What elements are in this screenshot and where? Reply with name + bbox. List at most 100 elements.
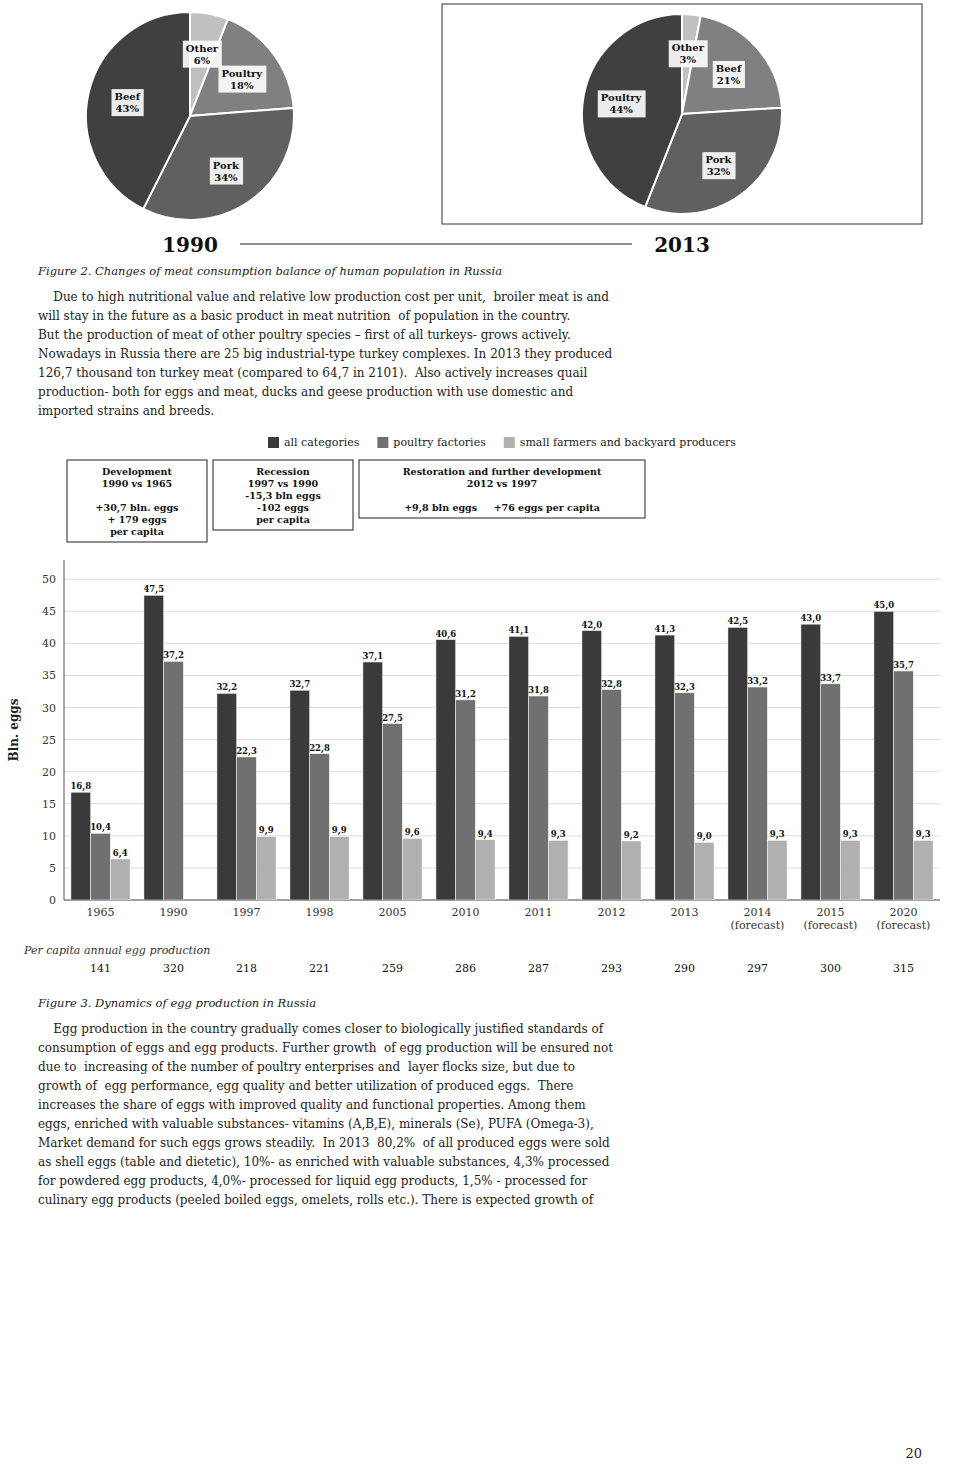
annotation: Development1990 vs 1965+30,7 bln. eggs+ … xyxy=(67,460,207,542)
bar-value-label: 47,5 xyxy=(143,584,164,595)
bar-value-label: 9,3 xyxy=(770,829,785,840)
bar-value-label: 32,8 xyxy=(601,679,622,690)
slice-value: 6% xyxy=(194,55,211,66)
x-tick-label: 1965 xyxy=(87,906,115,919)
slice-value: 34% xyxy=(214,172,238,183)
bar-value-label: 6,4 xyxy=(113,848,128,859)
bar-value-label: 27,5 xyxy=(382,713,403,724)
bar xyxy=(91,833,111,900)
bar xyxy=(256,836,276,900)
annotation-line: 1997 vs 1990 xyxy=(248,478,319,489)
per-capita-value: 300 xyxy=(820,962,841,975)
pie-panel: Other6%Poultry18%Pork34%Beef43%1990Other… xyxy=(0,0,960,262)
bar xyxy=(144,595,164,900)
pie-title: 2013 xyxy=(654,233,710,257)
annotation: Recession1997 vs 1990-15,3 bln eggs-102 … xyxy=(213,460,353,530)
per-capita-value: 141 xyxy=(90,962,111,975)
x-tick-label: 1998 xyxy=(306,906,334,919)
bar xyxy=(913,840,933,900)
bar xyxy=(582,631,602,900)
y-tick-label: 15 xyxy=(42,798,56,811)
bar xyxy=(383,724,403,900)
per-capita-value: 221 xyxy=(309,962,330,975)
bars xyxy=(71,595,933,900)
slice-category: Beef xyxy=(716,63,742,74)
x-tick-line: (forecast) xyxy=(804,919,858,932)
slice-label-text: Beef21% xyxy=(716,63,742,86)
bar xyxy=(675,693,695,900)
pie-slices xyxy=(582,14,782,214)
slice-label-text: Beef43% xyxy=(115,91,141,114)
per-capita-value: 259 xyxy=(382,962,403,975)
slice-category: Beef xyxy=(115,91,141,102)
x-tick-line: 1990 xyxy=(160,906,188,919)
annotation-box xyxy=(67,460,207,542)
pie-title: 1990 xyxy=(162,233,218,257)
slice-label-text: Poultry18% xyxy=(221,68,263,91)
slice-label-bg xyxy=(183,41,222,68)
annotation-line: per capita xyxy=(110,526,164,537)
legend-label: poultry factories xyxy=(393,436,486,449)
slice-category: Pork xyxy=(705,154,732,165)
slice-label-bg xyxy=(702,152,735,179)
y-tick-label: 30 xyxy=(42,702,56,715)
slice-label-bg xyxy=(598,90,646,117)
bar xyxy=(290,690,310,900)
legend-item: poultry factories xyxy=(377,436,486,449)
pie-slice xyxy=(86,12,190,209)
bar-value-label: 22,8 xyxy=(309,743,330,754)
annotation-line: Development xyxy=(102,466,172,477)
legend-swatch xyxy=(268,437,279,448)
bar xyxy=(110,859,130,900)
x-tick-line: 2010 xyxy=(452,906,480,919)
bar xyxy=(840,840,860,900)
bar xyxy=(801,624,821,900)
slice-label: Pork32% xyxy=(702,152,735,179)
bar xyxy=(363,662,383,900)
slice-label: Other6% xyxy=(183,41,222,68)
bar xyxy=(529,696,549,900)
slice-value: 21% xyxy=(717,75,741,86)
bar xyxy=(821,684,841,900)
y-axis-label: Bln. eggs xyxy=(7,698,21,761)
bar xyxy=(329,836,349,900)
x-tick-label: 2014(forecast) xyxy=(731,906,785,932)
bar-value-label: 40,6 xyxy=(435,629,456,640)
slice-value: 18% xyxy=(230,80,254,91)
bar xyxy=(71,792,91,900)
annotation-text: Recession1997 vs 1990-15,3 bln eggs-102 … xyxy=(245,466,321,525)
slice-label-bg xyxy=(210,158,243,185)
per-capita-label: Per capita annual egg production xyxy=(23,944,210,957)
bar-value-label: 33,2 xyxy=(747,676,768,687)
slice-label-bg xyxy=(713,61,745,88)
page: {"chart_data": [ {"type": "pie", "title"… xyxy=(0,0,960,1471)
bar-value-label: 9,9 xyxy=(332,825,347,836)
slice-label: Poultry44% xyxy=(598,90,646,117)
bar-value-label: 9,0 xyxy=(697,831,712,842)
bar xyxy=(767,840,787,900)
grid-line xyxy=(64,579,940,580)
y-tick-label: 25 xyxy=(42,734,56,747)
x-tick-line: 2015 xyxy=(817,906,845,919)
x-tick-line: 2011 xyxy=(525,906,553,919)
bar-value-label: 31,8 xyxy=(528,685,549,696)
slice-label-text: Poultry44% xyxy=(601,92,643,115)
x-tick-label: 2010 xyxy=(452,906,480,919)
slice-label-text: Pork32% xyxy=(705,154,732,177)
per-capita-value: 315 xyxy=(893,962,914,975)
pie-slices xyxy=(86,12,294,220)
x-tick-line: 2013 xyxy=(671,906,699,919)
bar-value-label: 22,3 xyxy=(236,746,257,757)
annotation-line: Restoration and further development xyxy=(403,466,602,477)
annotation-line: Recession xyxy=(256,466,309,477)
slice-category: Poultry xyxy=(601,92,643,103)
x-tick-line: 2014 xyxy=(744,906,772,919)
bar-value-label: 32,7 xyxy=(289,679,310,690)
bar-value-label: 45,0 xyxy=(873,600,894,611)
bar xyxy=(475,840,495,900)
annotation-box xyxy=(213,460,353,530)
x-tick-label: 1990 xyxy=(160,906,188,919)
slice-label-bg xyxy=(112,89,144,116)
y-tick-label: 50 xyxy=(42,573,56,586)
slice-label-bg xyxy=(669,40,708,67)
